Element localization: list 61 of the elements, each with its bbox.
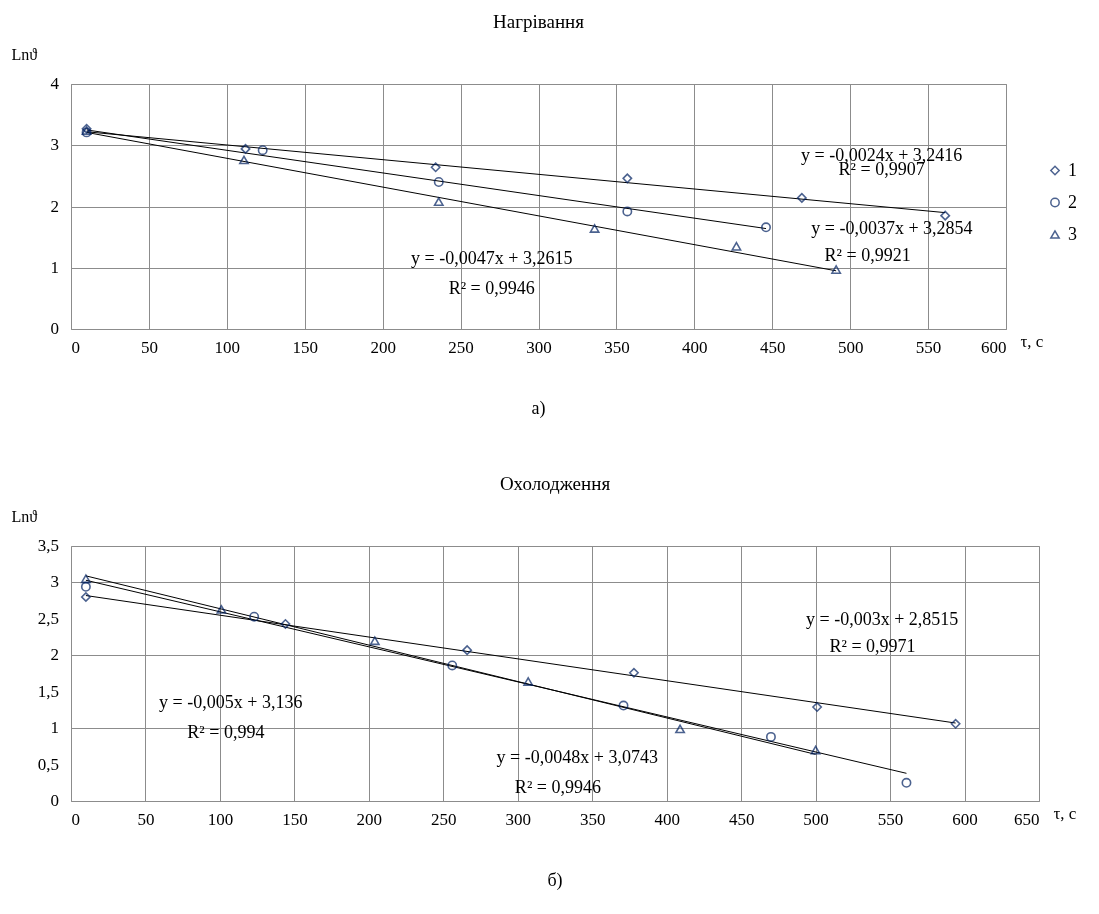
x-tick-label: 350 xyxy=(604,337,630,357)
x-tick-label: 50 xyxy=(140,337,158,357)
legend-label: 2 xyxy=(1068,191,1077,212)
y-tick-label: 0 xyxy=(50,319,59,338)
x-tick-label: 250 xyxy=(431,809,457,829)
x-tick-label: 100 xyxy=(207,809,234,829)
x-tick-label: 250 xyxy=(448,337,474,357)
y-tick-label: 1 xyxy=(50,718,59,738)
x-tick-label: 400 xyxy=(654,809,680,829)
x-tick-label: 100 xyxy=(214,337,241,357)
x-tick-label: 50 xyxy=(137,809,155,829)
y-tick-label: 1 xyxy=(50,257,59,277)
x-tick-label: 0 xyxy=(71,809,80,829)
chart-title: Нагрівання xyxy=(493,11,585,32)
x-tick-label: 600 xyxy=(981,337,1007,357)
x-axis-title: τ, с xyxy=(1053,803,1077,823)
chart-title: Охолодження xyxy=(499,473,611,494)
y-tick-label: 2 xyxy=(50,196,59,216)
text: а) xyxy=(531,398,546,419)
annotation: y = -0,0048x + 3,0743 xyxy=(496,746,658,767)
y-tick-label: 0 xyxy=(50,791,59,810)
x-tick-label: 0 xyxy=(71,337,80,357)
annotation: y = -0,0047x + 3,2615 xyxy=(411,248,573,269)
legend-label: 1 xyxy=(1068,159,1077,180)
annotation: R² = 0,994 xyxy=(187,722,265,743)
y-tick-label: 3,5 xyxy=(37,536,59,555)
y-tick-label: 2,5 xyxy=(37,608,59,628)
x-tick-label: 500 xyxy=(837,337,864,357)
x-tick-label: 400 xyxy=(682,337,708,357)
y-axis-title: Lnϑ xyxy=(11,45,38,63)
y-tick-label: 1,5 xyxy=(37,681,59,701)
x-tick-label: 450 xyxy=(760,337,786,357)
x-tick-label: 200 xyxy=(370,337,396,357)
y-tick-label: 3 xyxy=(50,135,59,155)
y-tick-label: 3 xyxy=(50,572,59,592)
x-tick-label: 300 xyxy=(526,337,552,357)
annotation: R² = 0,9946 xyxy=(514,776,601,797)
legend-label: 3 xyxy=(1068,223,1077,244)
y-tick-label: 4 xyxy=(50,74,60,93)
annotation: y = -0,005x + 3,136 xyxy=(159,692,303,713)
x-tick-label: 500 xyxy=(803,809,829,829)
x-axis-title: τ, с xyxy=(1020,331,1044,351)
annotation: R² = 0,9921 xyxy=(824,244,911,265)
x-tick-label: 150 xyxy=(282,809,308,829)
annotation: y = -0,0037x + 3,2854 xyxy=(811,218,973,239)
x-tick-label: 600 xyxy=(952,809,978,829)
x-tick-label: 150 xyxy=(292,337,318,357)
x-tick-label: 200 xyxy=(356,809,383,829)
x-tick-label: 550 xyxy=(877,809,904,829)
x-tick-label: 550 xyxy=(915,337,942,357)
x-tick-label: 350 xyxy=(579,809,606,829)
x-tick-label: 300 xyxy=(505,809,532,829)
annotation: y = -0,003x + 2,8515 xyxy=(806,609,959,630)
text: б) xyxy=(547,870,563,891)
y-axis-title: Lnϑ xyxy=(11,507,38,525)
annotation: R² = 0,9971 xyxy=(829,636,916,657)
x-tick-label: 650 xyxy=(1014,809,1040,829)
y-tick-label: 0,5 xyxy=(37,754,59,774)
annotation: R² = 0,9946 xyxy=(448,278,535,299)
x-tick-label: 450 xyxy=(728,809,755,829)
y-tick-label: 2 xyxy=(50,645,59,665)
